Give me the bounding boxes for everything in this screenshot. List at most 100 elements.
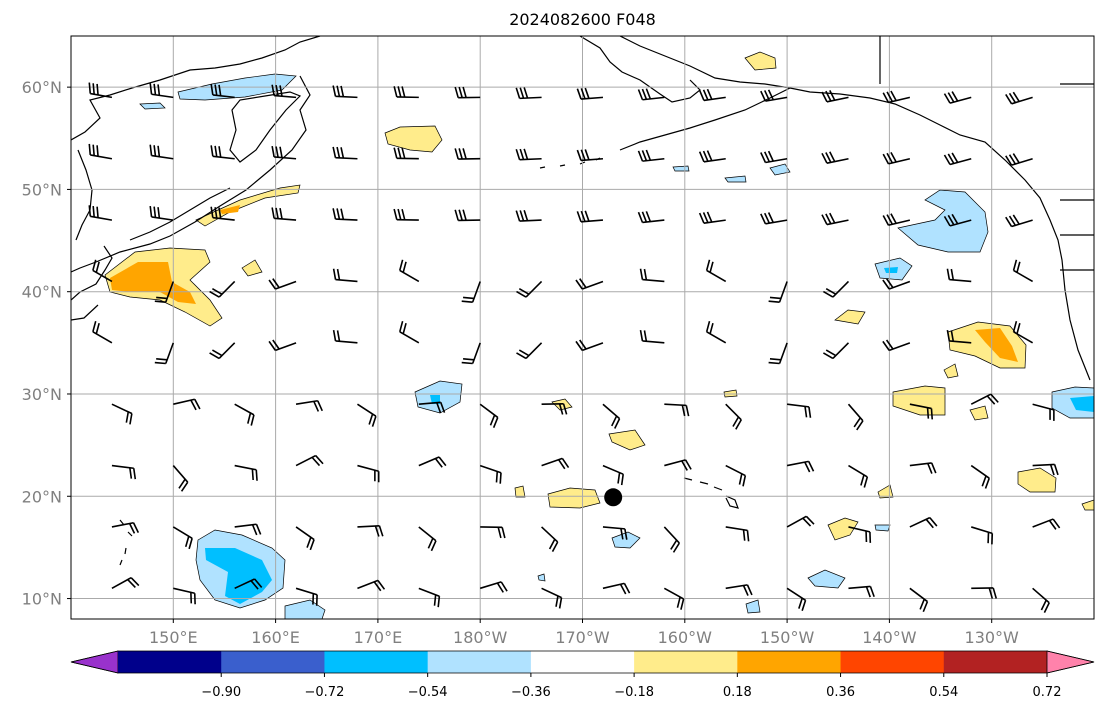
location-marker — [604, 488, 623, 507]
wind-barb — [946, 329, 972, 344]
anomaly-small-7 — [608, 429, 646, 451]
wind-barb — [639, 268, 665, 283]
anomaly-small-n3 — [769, 163, 791, 176]
anomaly-small-6 — [943, 363, 959, 379]
wind-barb — [576, 87, 604, 100]
colorbar-tick-label: 0.36 — [826, 685, 855, 700]
wind-barb — [418, 401, 446, 414]
colorbar-tick-label: 0.72 — [1033, 685, 1062, 700]
lon-tick-label: 160°W — [658, 628, 713, 647]
colorbar: −0.90 −0.72 −0.54 −0.36 −0.18 0.18 0.36 0.54 0.7… — [70, 650, 1095, 700]
wind-barb — [418, 456, 447, 468]
wind-barb — [480, 526, 506, 539]
wind-barb — [516, 280, 543, 298]
wind-barb — [1032, 518, 1061, 530]
anomaly-hawaii-west — [547, 487, 601, 509]
anomaly-small-5 — [969, 405, 989, 421]
wind-barb — [1012, 321, 1034, 344]
wind-barb — [1032, 463, 1059, 476]
wind-barb — [637, 149, 665, 162]
wind-barb — [111, 576, 140, 590]
coast-alaska — [619, 36, 1091, 381]
wind-barb — [698, 211, 726, 224]
wind-barb — [786, 587, 807, 612]
wind-barb — [357, 524, 384, 537]
wind-barb — [210, 83, 235, 99]
anomaly-kuril-core — [220, 205, 240, 214]
wind-barb — [393, 208, 419, 221]
colorbar-segment — [118, 651, 222, 673]
lon-tick-label: 150°E — [149, 628, 198, 647]
wind-barb — [332, 208, 358, 221]
wind-barb — [454, 209, 481, 222]
wind-barb — [271, 207, 297, 221]
anomaly-small-8 — [514, 485, 526, 498]
wind-barb — [461, 281, 481, 303]
wind-barb — [602, 582, 631, 595]
wind-barb — [332, 329, 358, 344]
wind-barb — [639, 329, 665, 344]
wind-barb — [663, 526, 681, 553]
wind-barb — [882, 278, 911, 290]
wind-barb — [760, 89, 788, 102]
coast-japan — [71, 245, 113, 321]
wind-barb — [664, 459, 692, 471]
wind-barb — [1032, 587, 1050, 613]
colorbar-segment — [634, 651, 738, 673]
colorbar-segment — [943, 651, 1048, 673]
wind-barb — [909, 403, 934, 420]
wind-barb — [787, 403, 812, 418]
colorbar-tick-label: 0.54 — [929, 685, 958, 700]
wind-barb — [234, 403, 255, 426]
wind-barb — [515, 148, 542, 161]
anomaly-small-n8 — [807, 569, 846, 589]
wind-barb — [725, 584, 753, 596]
wind-barb — [515, 210, 542, 222]
anomaly-small-10 — [827, 517, 859, 541]
anomaly-small-1 — [744, 51, 777, 71]
anomaly-kuril-band — [195, 184, 301, 227]
wind-barb — [357, 579, 386, 592]
wind-barb — [398, 259, 420, 283]
wind-barb — [295, 587, 318, 606]
wind-barb — [210, 206, 235, 221]
wind-barb — [1005, 91, 1033, 105]
wind-barb — [575, 278, 604, 290]
anomaly-small-n5 — [672, 165, 690, 172]
anomaly-small-n4 — [724, 175, 747, 183]
wind-barb — [149, 205, 174, 221]
wind-barb — [149, 144, 174, 160]
wind-barb — [332, 146, 358, 160]
wind-barb — [821, 90, 849, 103]
wind-barb — [393, 86, 419, 99]
wind-barb — [271, 146, 297, 160]
wind-barb — [971, 526, 994, 545]
wind-barb — [760, 150, 788, 164]
wind-barb — [172, 465, 189, 492]
anomaly-marshall-core — [205, 548, 272, 604]
wind-barb — [111, 521, 140, 534]
marianas — [119, 519, 133, 566]
wind-barb — [698, 88, 726, 102]
wind-barb — [234, 464, 258, 481]
colorbar-outline — [70, 650, 1095, 674]
coast-kamchatka — [229, 91, 302, 163]
wind-barb — [637, 211, 665, 224]
coastlines — [71, 36, 1094, 566]
wind-barb — [768, 281, 788, 303]
wind-barb — [210, 145, 235, 160]
colorbar-tick-label: −0.72 — [305, 685, 345, 700]
anomaly-small-n9 — [745, 599, 761, 614]
wind-barb — [92, 259, 113, 283]
colorbar-tick-label: −0.36 — [511, 685, 551, 700]
wind-barb — [943, 91, 972, 104]
wind-barb — [541, 587, 563, 609]
lon-tick-label: 150°W — [760, 628, 815, 647]
colorbar-segment — [324, 651, 429, 673]
wind-barb — [92, 321, 113, 344]
wind-barb — [909, 462, 937, 474]
anomaly-off-japan-core — [110, 262, 196, 304]
wind-barb — [725, 526, 750, 542]
wind-barb — [698, 150, 726, 163]
